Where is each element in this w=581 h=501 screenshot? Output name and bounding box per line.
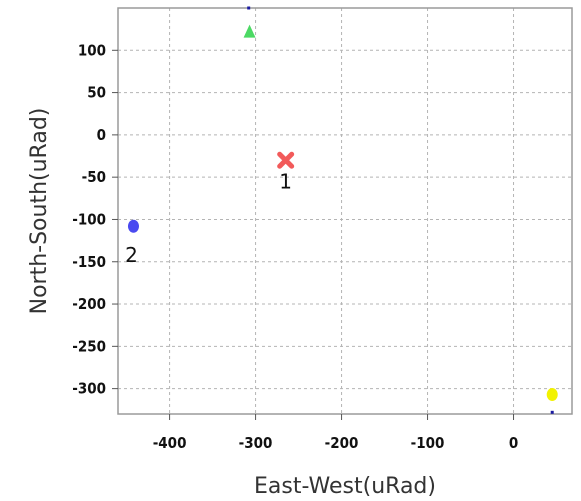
y-tick-label: 100 [78,41,106,59]
data-point-4 [546,388,558,402]
x-axis-title: East-West(uRad) [254,474,436,499]
y-axis-title: North-South(uRad) [27,108,52,315]
y-tick-label: 0 [97,126,106,144]
y-tick-label: -50 [82,168,106,186]
data-points: 12 [125,6,558,414]
y-tick-label: -200 [72,295,106,313]
x-axis-ticks: -400 -300 -200 -100 0 [153,414,518,452]
x-tick-label: 0 [509,434,518,452]
triangle-marker [243,24,256,38]
x-marker [277,151,295,169]
grid-lines [118,8,572,414]
data-point-1: 1 [277,151,295,193]
plot-area [117,7,573,415]
dot-marker [550,410,554,414]
x-tick-label: -200 [325,434,359,452]
y-tick-label: -300 [72,380,106,398]
circle-marker [127,219,139,233]
data-point-2: 2 [125,219,139,267]
x-tick-label: -300 [239,434,273,452]
y-tick-label: 50 [87,84,106,102]
x-tick-label: -100 [411,434,445,452]
x-tick-label: -400 [153,434,187,452]
dot-marker [247,6,251,10]
circle-marker [546,388,558,402]
data-point-6 [550,410,554,414]
point-label: 1 [279,169,292,193]
y-axis-ticks: 100 50 0 -50 -100 -150 -200 -250 -300 [72,41,118,398]
y-tick-label: -150 [72,253,106,271]
y-tick-label: -250 [72,337,106,355]
data-point-3 [243,24,256,38]
data-point-5 [247,6,251,10]
point-label: 2 [125,243,138,267]
y-tick-label: -100 [72,210,106,228]
